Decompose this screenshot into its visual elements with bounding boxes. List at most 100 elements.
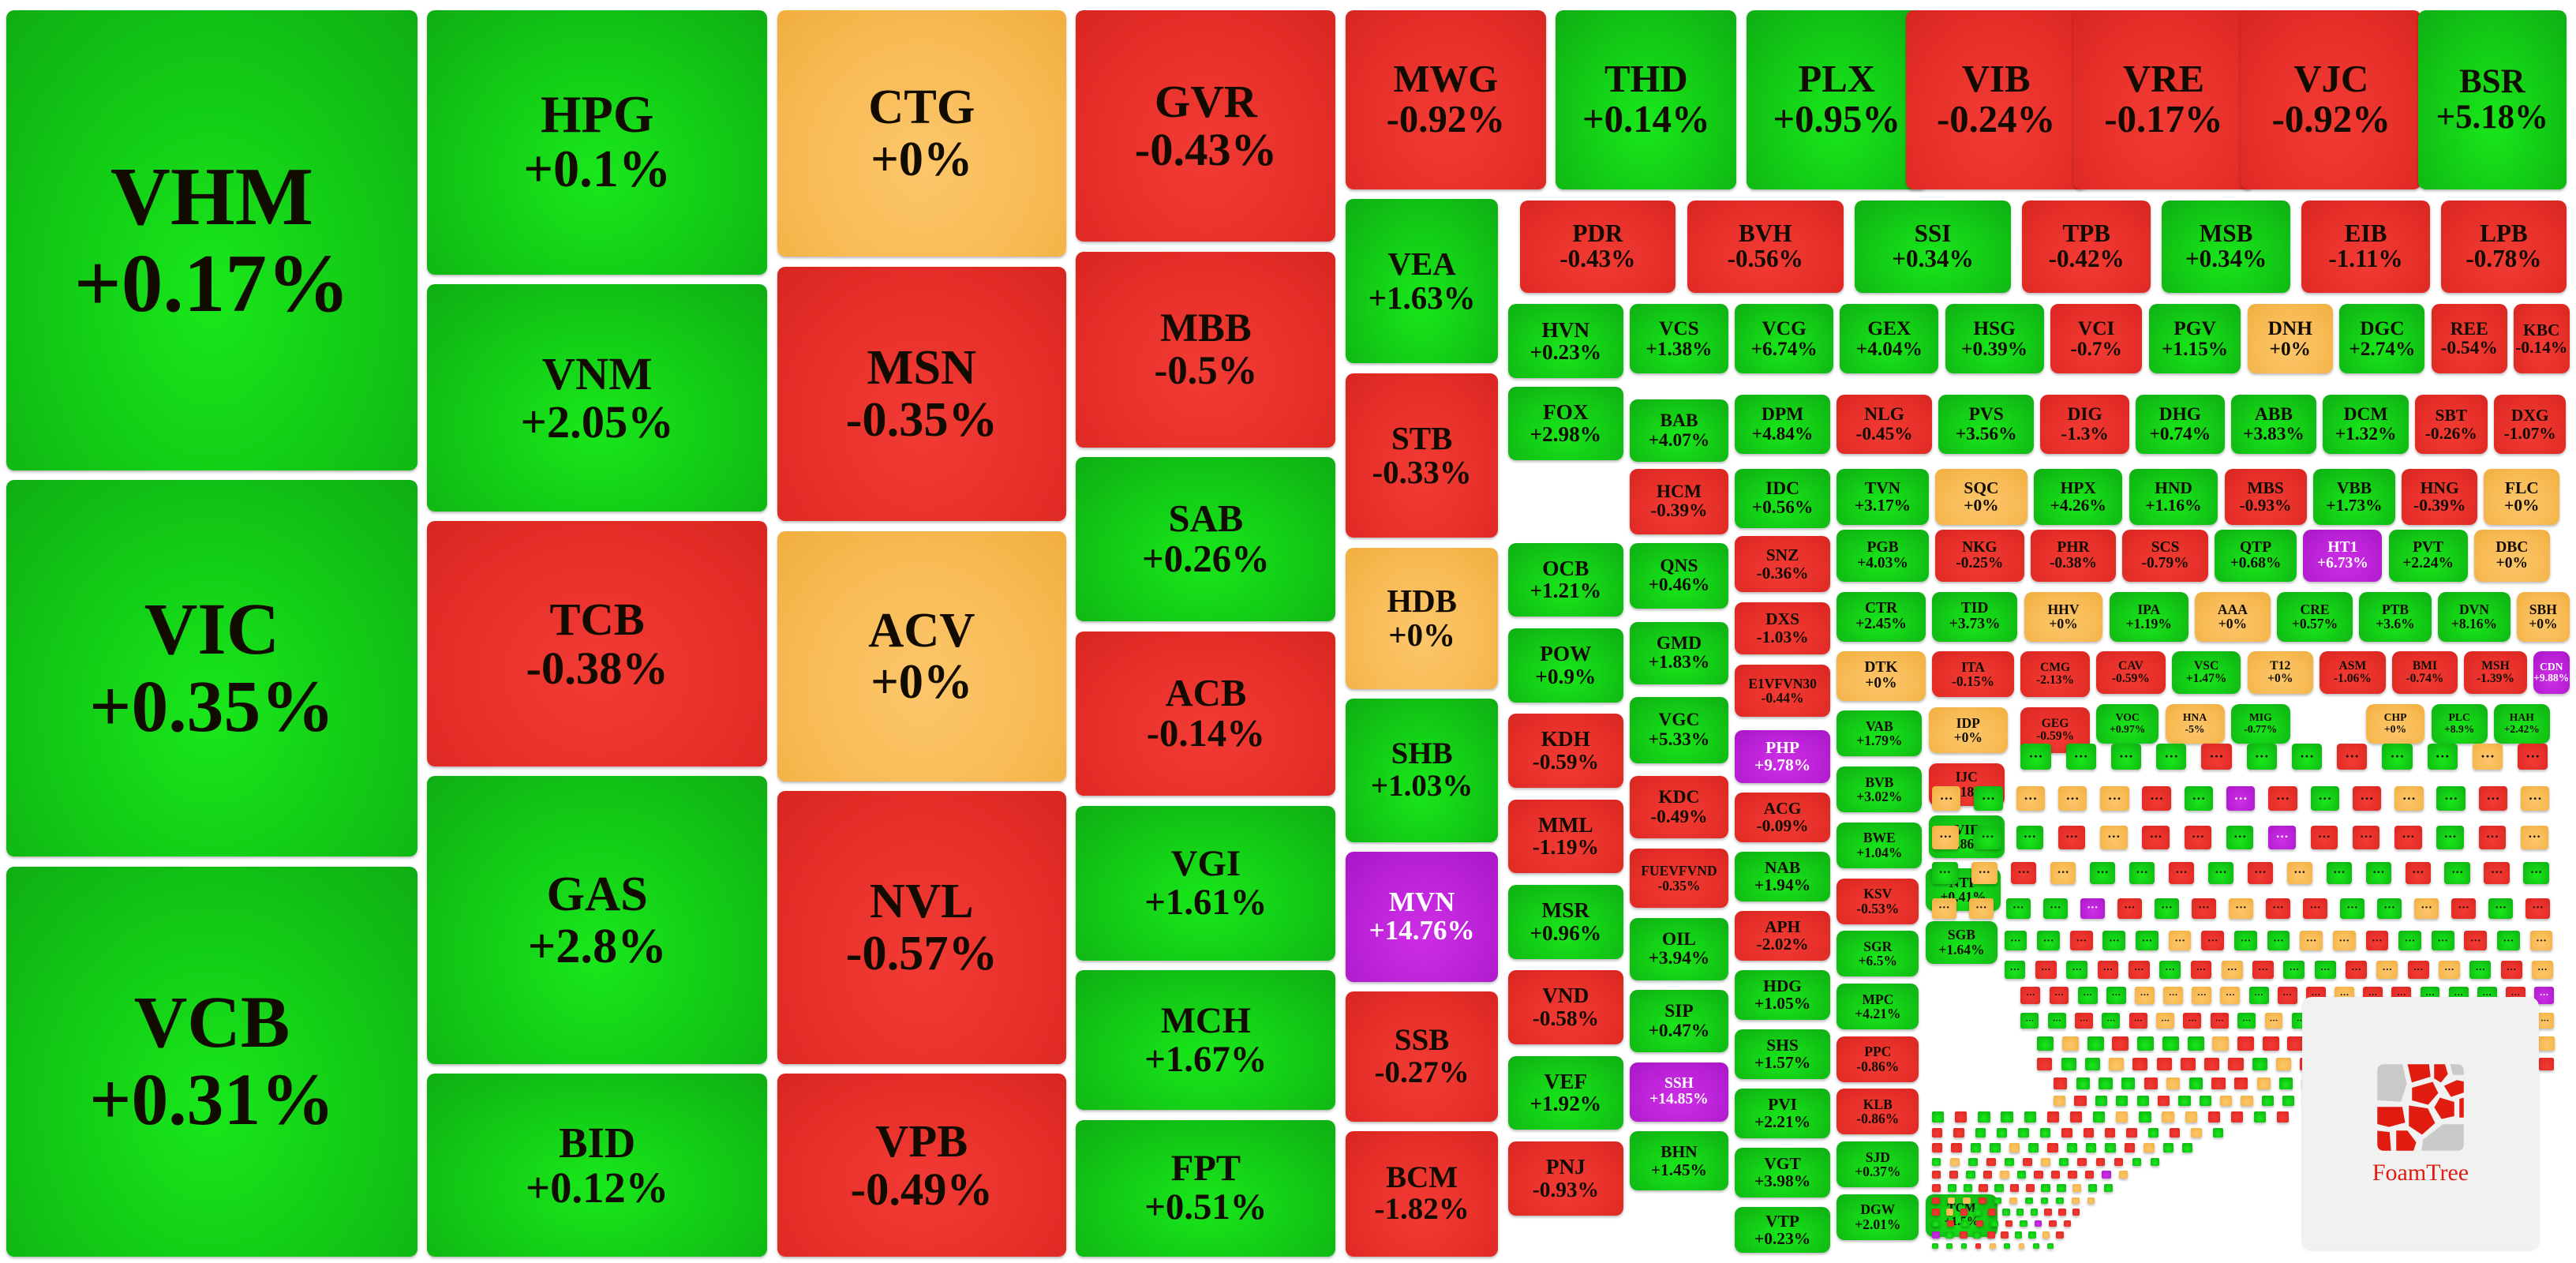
treemap-tile-small[interactable]: ··· <box>2277 987 2297 1004</box>
treemap-tile[interactable]: VIB -0.24% <box>1905 9 2087 189</box>
treemap-tile[interactable]: DTK +0% <box>1837 651 1926 701</box>
treemap-tile[interactable]: ASM -1.06% <box>2320 651 2386 695</box>
treemap-tile[interactable]: PHP +9.78% <box>1735 730 1830 783</box>
treemap-tile-small[interactable] <box>1932 1128 1943 1137</box>
treemap-tile[interactable]: VND -0.58% <box>1507 970 1623 1044</box>
treemap-tile-small[interactable] <box>2018 1128 2029 1137</box>
treemap-tile-small[interactable] <box>2034 1171 2043 1179</box>
treemap-tile-small[interactable]: ··· <box>2427 743 2458 770</box>
treemap-tile[interactable]: DPM +4.84% <box>1735 395 1830 454</box>
treemap-tile-small[interactable] <box>2047 1243 2054 1249</box>
treemap-tile-small[interactable] <box>2099 1077 2113 1089</box>
treemap-tile[interactable]: MBS -0.93% <box>2224 468 2307 525</box>
treemap-tile-small[interactable] <box>1960 1243 1968 1249</box>
treemap-tile-small[interactable] <box>1953 1128 1964 1137</box>
treemap-tile-small[interactable] <box>2037 1057 2053 1071</box>
treemap-tile-small[interactable] <box>2027 1142 2039 1152</box>
treemap-tile[interactable]: HND +1.16% <box>2129 468 2218 525</box>
treemap-tile[interactable]: SHS +1.57% <box>1735 1029 1830 1079</box>
treemap-tile-small[interactable]: ··· <box>2497 931 2520 951</box>
treemap-tile-small[interactable]: ··· <box>1932 861 1958 884</box>
treemap-tile[interactable]: QNS +0.46% <box>1629 542 1728 609</box>
treemap-tile[interactable]: KDH -0.59% <box>1507 714 1623 788</box>
treemap-tile-small[interactable] <box>2018 1243 2025 1249</box>
treemap-tile[interactable]: MML -1.19% <box>1507 799 1623 874</box>
treemap-tile[interactable]: HNG -0.39% <box>2402 468 2478 525</box>
treemap-tile-small[interactable] <box>2032 1243 2039 1249</box>
treemap-tile-small[interactable] <box>1988 1209 1996 1216</box>
treemap-tile-small[interactable]: ··· <box>2352 785 2382 811</box>
treemap-tile[interactable]: ACB -0.14% <box>1076 632 1336 796</box>
treemap-tile-small[interactable]: ··· <box>2469 960 2492 979</box>
treemap-tile-small[interactable]: ··· <box>2500 960 2522 979</box>
treemap-tile[interactable]: PHR -0.38% <box>2030 529 2117 583</box>
treemap-tile-small[interactable]: ··· <box>2016 825 2044 849</box>
treemap-tile-small[interactable] <box>2212 1036 2230 1051</box>
treemap-tile[interactable]: BID +0.12% <box>427 1074 768 1257</box>
treemap-tile-small[interactable]: ··· <box>1974 825 2001 849</box>
treemap-tile-small[interactable]: ··· <box>2210 1013 2229 1029</box>
treemap-tile[interactable]: VRE -0.17% <box>2073 9 2254 189</box>
treemap-tile-small[interactable] <box>2150 1157 2160 1166</box>
treemap-tile-small[interactable] <box>1951 1142 1962 1152</box>
treemap-tile[interactable]: NLG -0.45% <box>1837 395 1932 454</box>
treemap-tile-small[interactable]: ··· <box>2436 785 2466 811</box>
treemap-tile-small[interactable] <box>2072 1209 2080 1216</box>
treemap-tile[interactable]: HPX +4.26% <box>2034 468 2123 525</box>
treemap-tile-small[interactable]: ··· <box>2004 931 2027 951</box>
treemap-tile-small[interactable] <box>1932 1184 1941 1192</box>
treemap-tile-small[interactable] <box>1974 1209 1982 1216</box>
treemap-tile-small[interactable] <box>2050 1171 2061 1179</box>
treemap-tile-small[interactable]: ··· <box>2128 960 2150 979</box>
treemap-tile-small[interactable] <box>2024 1111 2036 1122</box>
treemap-tile[interactable]: MPC +4.21% <box>1837 983 1919 1030</box>
treemap-tile-small[interactable] <box>2034 1220 2042 1227</box>
treemap-tile[interactable]: NAB +1.94% <box>1735 852 1830 901</box>
treemap-tile-small[interactable]: ··· <box>2020 1013 2039 1029</box>
treemap-tile-small[interactable] <box>1932 1111 1945 1122</box>
treemap-tile[interactable]: VPB -0.49% <box>777 1074 1066 1257</box>
treemap-tile-small[interactable]: ··· <box>2532 960 2553 979</box>
treemap-tile-small[interactable]: ··· <box>2065 743 2096 770</box>
treemap-tile-small[interactable]: ··· <box>2300 931 2323 951</box>
treemap-tile-small[interactable]: ··· <box>2220 987 2241 1004</box>
treemap-tile-small[interactable] <box>2204 1057 2220 1071</box>
treemap-tile-small[interactable]: ··· <box>2246 743 2277 770</box>
treemap-tile-small[interactable]: ··· <box>2190 960 2212 979</box>
treemap-tile-small[interactable] <box>2279 1077 2293 1089</box>
treemap-tile-small[interactable] <box>2207 1111 2221 1122</box>
treemap-tile-small[interactable]: ··· <box>2102 1013 2121 1029</box>
treemap-tile-small[interactable] <box>2103 1184 2113 1192</box>
treemap-tile-small[interactable] <box>2086 1142 2097 1152</box>
treemap-tile[interactable]: SBH +0% <box>2517 592 2570 642</box>
treemap-tile-small[interactable] <box>2112 1036 2129 1051</box>
treemap-tile[interactable]: MBB -0.5% <box>1076 251 1336 448</box>
treemap-tile[interactable]: HSG +0.39% <box>1945 304 2044 373</box>
treemap-tile-small[interactable] <box>2056 1197 2064 1204</box>
treemap-tile[interactable]: KLB -0.86% <box>1837 1089 1919 1135</box>
treemap-tile-small[interactable]: ··· <box>2226 785 2256 811</box>
treemap-tile[interactable]: SBT -0.26% <box>2415 395 2488 454</box>
treemap-tile[interactable]: BAB +4.07% <box>1629 399 1728 463</box>
treemap-tile-small[interactable]: ··· <box>2352 825 2380 849</box>
treemap-tile-small[interactable] <box>2539 1057 2555 1071</box>
treemap-tile[interactable]: DXG -1.07% <box>2493 395 2567 454</box>
treemap-tile-small[interactable]: ··· <box>2066 960 2088 979</box>
treemap-tile-small[interactable] <box>2162 1036 2179 1051</box>
treemap-tile-small[interactable] <box>2182 1142 2193 1152</box>
treemap-tile[interactable]: CMG -2.13% <box>2020 651 2090 698</box>
treemap-tile-small[interactable]: ··· <box>1974 785 2003 811</box>
treemap-tile-small[interactable] <box>2287 1036 2305 1051</box>
treemap-tile-small[interactable] <box>2009 1142 2020 1152</box>
treemap-tile-small[interactable] <box>2132 1157 2142 1166</box>
treemap-tile[interactable]: HHV +0% <box>2024 592 2103 642</box>
treemap-tile-small[interactable]: ··· <box>2047 1013 2066 1029</box>
treemap-tile[interactable]: VJC -0.92% <box>2241 9 2422 189</box>
treemap-tile[interactable]: FUEVFVND -0.35% <box>1629 849 1728 908</box>
treemap-tile[interactable]: HVN +0.23% <box>1507 304 1623 379</box>
treemap-tile-small[interactable] <box>1960 1209 1968 1216</box>
treemap-tile-small[interactable] <box>2162 1111 2174 1122</box>
treemap-tile[interactable]: HDB +0% <box>1345 547 1499 689</box>
treemap-tile-small[interactable] <box>1983 1171 1992 1179</box>
treemap-tile[interactable]: DXS -1.03% <box>1735 602 1830 655</box>
